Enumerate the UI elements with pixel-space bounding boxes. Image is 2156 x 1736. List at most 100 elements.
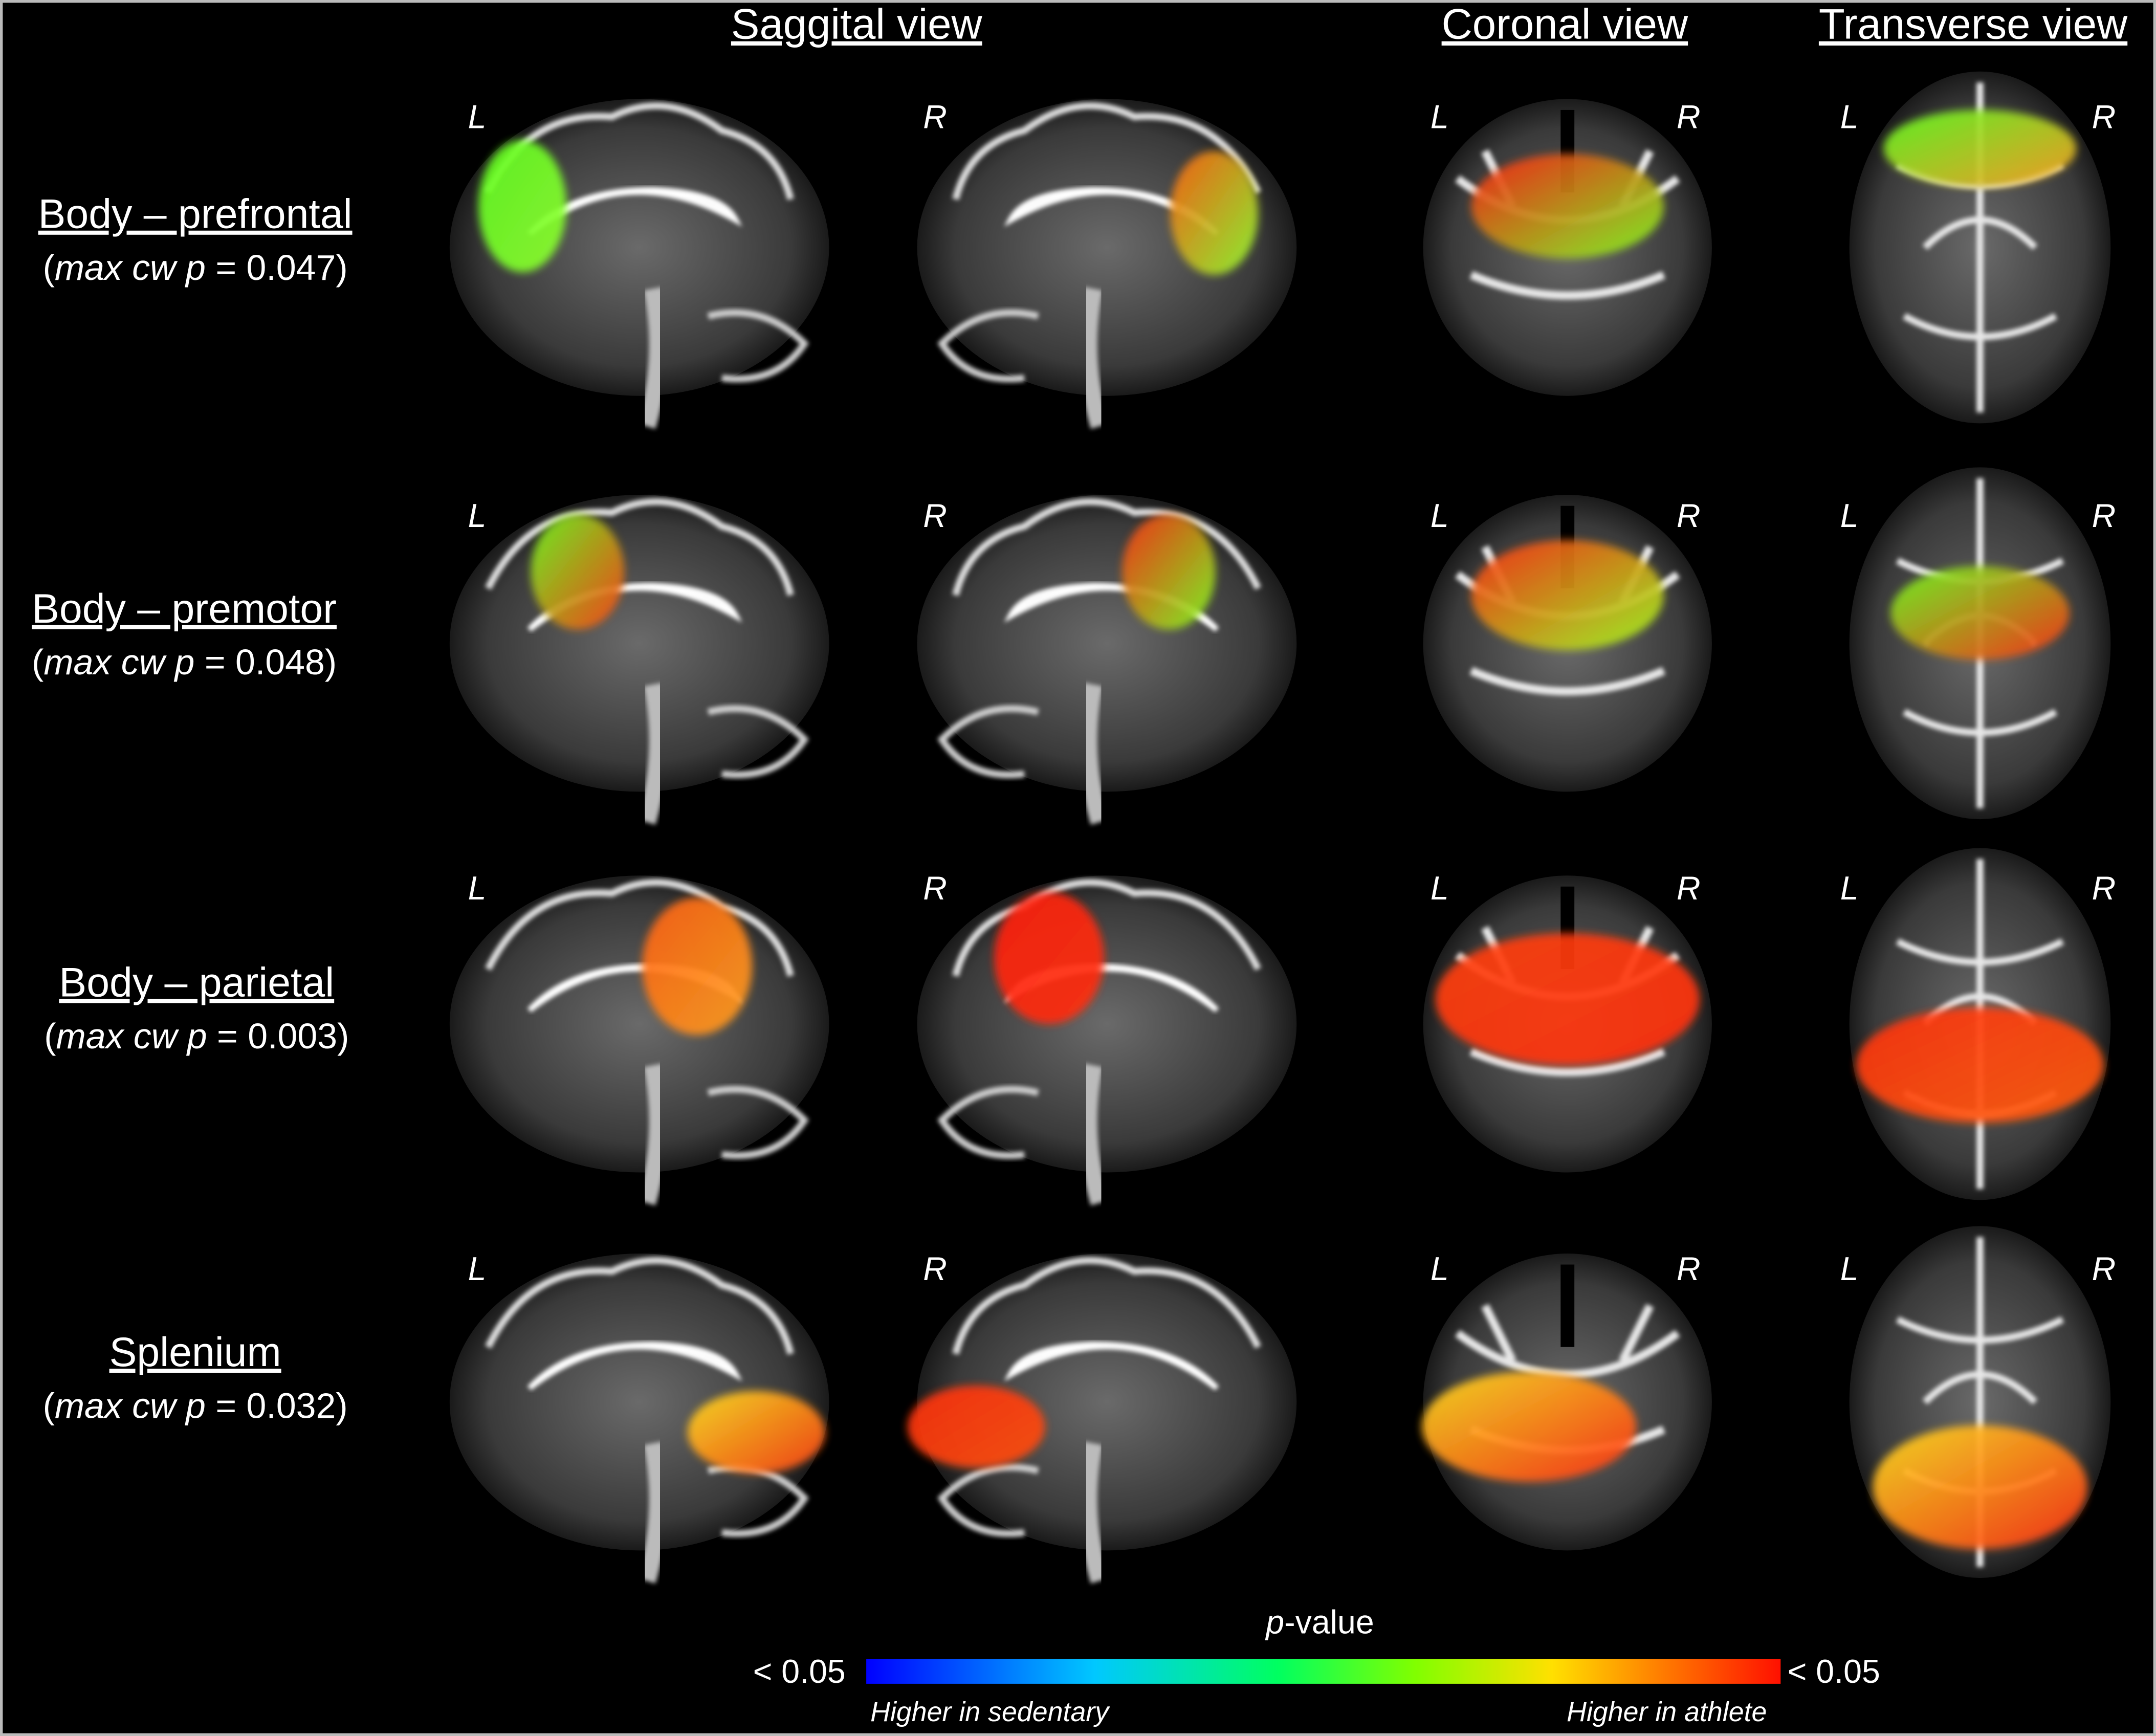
brain-image [1423, 495, 1712, 802]
brain-panels [449, 71, 2111, 1584]
fiber-bundle [907, 1385, 1045, 1468]
side-label: L [1431, 870, 1449, 907]
row-stat: (max cw p = 0.032) [43, 1386, 348, 1426]
side-label: L [468, 497, 487, 534]
gyri [952, 498, 1262, 596]
gyri [952, 879, 1262, 977]
side-label: L [1431, 1250, 1449, 1287]
gyri [952, 1257, 1262, 1355]
row-title: Body – premotor [32, 586, 337, 632]
gyri [485, 498, 794, 596]
side-label: L [1431, 99, 1449, 136]
text-segment: ( [43, 1386, 55, 1426]
brain-image [1849, 848, 2111, 1200]
side-label: L [1431, 497, 1449, 534]
side-label: R [923, 1250, 947, 1287]
side-label: L [468, 1250, 487, 1287]
brain-image [1421, 1254, 1712, 1561]
white-matter [1896, 1237, 2064, 1567]
brain-image [907, 1254, 1297, 1584]
corpus-callosum [1004, 1341, 1219, 1391]
row-title: Splenium [109, 1329, 281, 1375]
brain-image [449, 99, 829, 429]
corpus-callosum [1004, 187, 1219, 236]
corpus-callosum [527, 1341, 742, 1391]
brainstem [1078, 1441, 1110, 1584]
side-label: R [1677, 1250, 1701, 1287]
brainstem [1078, 287, 1110, 429]
header-coronal: Coronal view [1442, 1, 1688, 48]
midline [1560, 1264, 1575, 1347]
text-segment: max cw p [43, 643, 194, 683]
colorbar-right-label: < 0.05 [1788, 1653, 1880, 1690]
header-sagittal: Saggital view [731, 1, 983, 48]
side-label: R [2092, 99, 2116, 136]
fiber-bundle [994, 892, 1105, 1024]
text-segment: = 0.003) [207, 1016, 349, 1056]
side-label: R [1677, 497, 1701, 534]
brain-image [1849, 1226, 2111, 1578]
side-label: L [468, 870, 487, 907]
brain-image [1849, 467, 2111, 820]
text-segment: ( [43, 248, 55, 288]
brain-outline [449, 495, 829, 792]
side-label: L [1840, 497, 1859, 534]
side-label: R [2092, 1250, 2116, 1287]
side-label: R [923, 870, 947, 907]
white-matter [1896, 859, 2064, 1189]
text-segment: max cw p [55, 1386, 206, 1426]
text-segment: max cw p [56, 1016, 207, 1056]
fiber-bundle [1122, 514, 1216, 630]
text-segment: max cw p [55, 248, 206, 288]
brain-image [1849, 71, 2111, 424]
cerebellum [707, 1086, 809, 1159]
fiber-bundle [1435, 933, 1700, 1066]
text-segment: = 0.032) [206, 1386, 348, 1426]
brainstem [637, 683, 669, 825]
gyri [485, 879, 794, 977]
brain-image [449, 1254, 829, 1584]
side-label: R [923, 99, 947, 136]
brain-outline [449, 1254, 829, 1551]
brain-image [917, 99, 1297, 429]
text-segment: p [1265, 1603, 1284, 1640]
side-label: L [1840, 870, 1859, 907]
side-label: L [1840, 1250, 1859, 1287]
gyri [485, 102, 794, 201]
brain-image [917, 875, 1297, 1206]
side-label: L [1840, 99, 1859, 136]
row-title: Body – prefrontal [38, 191, 353, 237]
brainstem [1078, 683, 1110, 825]
cerebellum [937, 309, 1039, 383]
fiber-bundle [687, 1391, 825, 1474]
cerebellum [707, 309, 809, 383]
row-stat: (max cw p = 0.048) [32, 643, 337, 683]
cerebellum [937, 1086, 1039, 1159]
brain-image [917, 495, 1297, 825]
labels: Body – prefrontal (max cw p = 0.047) L R L R L… [32, 99, 2116, 1426]
side-label: L [468, 99, 487, 136]
brainstem [637, 1441, 669, 1584]
colorbar [866, 1659, 1781, 1684]
side-label: R [923, 497, 947, 534]
fiber-bundle [1873, 1425, 2087, 1549]
colorbar-title: p-value [1265, 1603, 1374, 1640]
corpus-callosum [527, 187, 742, 236]
row-stat: (max cw p = 0.047) [43, 248, 348, 288]
text-segment: ( [32, 643, 43, 683]
cerebellum [707, 705, 809, 779]
fiber-bundle [642, 897, 753, 1035]
fiber-bundle [1856, 1007, 2104, 1123]
brainstem [1078, 1063, 1110, 1206]
side-label: R [2092, 870, 2116, 907]
text-segment: = 0.048) [194, 643, 337, 683]
fiber-bundle [1471, 153, 1664, 259]
fiber-bundle [1890, 566, 2070, 660]
cerebellum [937, 705, 1039, 779]
fiber-bundle [478, 140, 567, 272]
colorbar-left-caption: Higher in sedentary [870, 1697, 1110, 1727]
brainstem [637, 287, 669, 429]
row-stat: (max cw p = 0.003) [44, 1016, 349, 1056]
fiber-bundle [1170, 151, 1259, 275]
